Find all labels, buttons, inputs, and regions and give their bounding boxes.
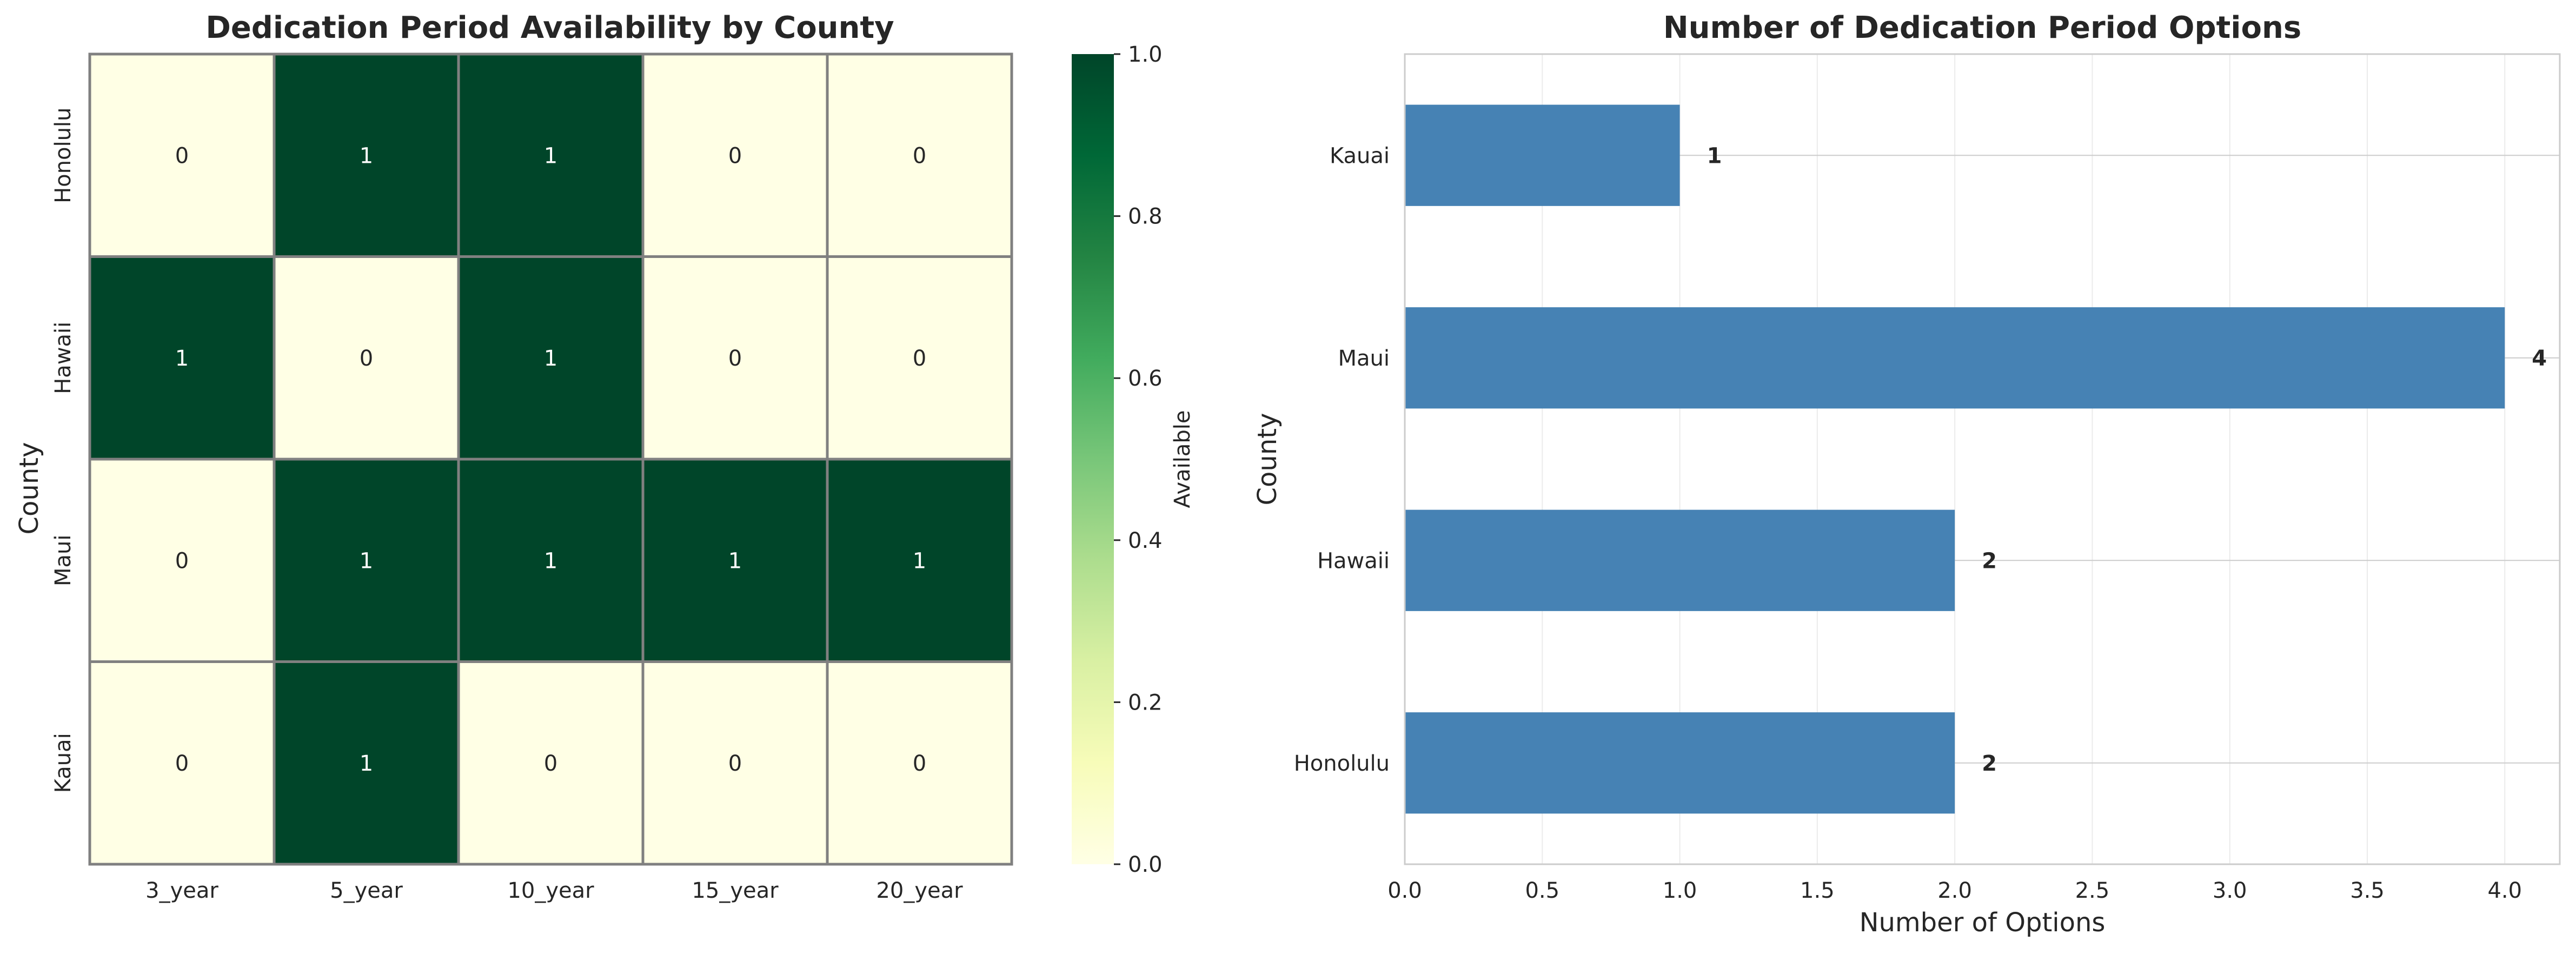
- bar: [1405, 307, 2505, 409]
- colorbar-ticks: 0.0 0.2 0.4 0.6 0.8 1.0: [1114, 42, 1163, 877]
- heatmap-cell: [641, 458, 829, 663]
- heatmap-x-tick-label: 15_year: [692, 878, 779, 903]
- heatmap-y-tick-label: Maui: [51, 535, 76, 587]
- heatmap-cell: [457, 52, 645, 258]
- bar-x-tick-label: 1.0: [1663, 878, 1697, 903]
- heatmap-cell-label: 1: [544, 143, 557, 168]
- heatmap-cell: [457, 255, 645, 461]
- bar-x-tick-label: 3.0: [2213, 878, 2247, 903]
- bar: [1405, 104, 1680, 206]
- heatmap-cell-label: 1: [360, 751, 373, 776]
- bar-y-tick-label: Kauai: [1330, 143, 1390, 168]
- heatmap-cell: [88, 52, 276, 258]
- heatmap-cell-label: 0: [175, 143, 189, 168]
- bar-title: Number of Dedication Period Options: [1663, 10, 2301, 45]
- bar-y-ticks: Honolulu Hawaii Maui Kauai: [1294, 143, 1390, 776]
- heatmap-cell-label: 0: [175, 751, 189, 776]
- heatmap-x-tick-label: 20_year: [876, 878, 963, 903]
- heatmap-cell: [88, 660, 276, 866]
- heatmap-cell-label: 0: [913, 346, 926, 371]
- heatmap-cell-label: 0: [728, 143, 742, 168]
- heatmap-cell: [641, 255, 829, 461]
- heatmap-cell: [826, 660, 1013, 866]
- heatmap-x-tick-label: 3_year: [145, 878, 218, 903]
- heatmap-cell-label: 1: [360, 548, 373, 573]
- heatmap-y-axis-label: County: [14, 442, 44, 535]
- heatmap-cell: [826, 458, 1013, 663]
- bar-x-tick-label: 4.0: [2487, 878, 2522, 903]
- heatmap-cell: [457, 660, 645, 866]
- heatmap-cell-label: 1: [360, 143, 373, 168]
- bar-x-tick-label: 0.5: [1525, 878, 1559, 903]
- heatmap-cell-label: 1: [544, 548, 557, 573]
- heatmap-cell: [273, 52, 460, 258]
- heatmap-cell: [641, 660, 829, 866]
- heatmap-y-ticks: Honolulu Hawaii Maui Kauai: [51, 108, 76, 793]
- bar-x-tick-label: 2.5: [2075, 878, 2110, 903]
- colorbar-tick-label: 0.4: [1128, 528, 1163, 553]
- bar-x-tick-label: 1.5: [1800, 878, 1835, 903]
- heatmap-cell: [273, 255, 460, 461]
- bar-value-label: 2: [1982, 751, 1997, 776]
- colorbar-gradient: [1072, 54, 1114, 864]
- bar-panel: Number of Dedication Period Options 2 2 4 1…: [1252, 10, 2561, 938]
- colorbar-tick-label: 0.8: [1128, 204, 1163, 229]
- colorbar-tick-label: 0.0: [1128, 852, 1163, 877]
- heatmap-cell-label: 1: [175, 346, 189, 371]
- bar-y-axis-label: County: [1252, 413, 1283, 506]
- heatmap-cell-label: 0: [728, 751, 742, 776]
- colorbar-label: Available: [1170, 410, 1195, 508]
- heatmap-cell: [273, 458, 460, 663]
- bar-value-label: 2: [1982, 548, 1997, 573]
- heatmap-cells: 0 1 1 0 0 1 0 1 0 0 0 1 1 1 1 0 1 0 0 0: [88, 52, 1013, 866]
- bar-y-tick-label: Maui: [1338, 346, 1390, 371]
- bar-value-label: 4: [2532, 346, 2547, 371]
- heatmap-y-tick-label: Honolulu: [51, 108, 76, 203]
- heatmap-cell-label: 1: [544, 346, 557, 371]
- heatmap-cell-label: 0: [360, 346, 373, 371]
- colorbar-tick-label: 0.2: [1128, 690, 1163, 715]
- bar-x-tick-label: 2.0: [1937, 878, 1972, 903]
- heatmap-cell-label: 0: [913, 751, 926, 776]
- heatmap-y-tick-label: Hawaii: [51, 322, 76, 394]
- heatmap-x-ticks: 3_year 5_year 10_year 15_year 20_year: [145, 878, 963, 903]
- heatmap-cell-label: 1: [728, 548, 742, 573]
- heatmap-panel: Dedication Period Availability by County…: [14, 10, 1013, 903]
- bar: [1405, 712, 1955, 814]
- colorbar: 0.0 0.2 0.4 0.6 0.8 1.0 Available: [1072, 42, 1195, 877]
- colorbar-tick-label: 1.0: [1128, 42, 1163, 67]
- bar-x-ticks: 0.0 0.5 1.0 1.5 2.0 2.5 3.0 3.5 4.0: [1387, 878, 2522, 903]
- heatmap-cell-label: 0: [175, 548, 189, 573]
- bar-bars: 2 2 4 1: [1405, 104, 2547, 814]
- bar-x-tick-label: 3.5: [2350, 878, 2385, 903]
- bar-plot-frame: [1404, 53, 2561, 865]
- heatmap-y-tick-label: Kauai: [51, 733, 76, 793]
- bar-y-tick-label: Honolulu: [1294, 751, 1390, 776]
- heatmap-cell: [273, 660, 460, 866]
- bar: [1405, 509, 1955, 611]
- heatmap-cell-label: 0: [913, 143, 926, 168]
- heatmap-cell-label: 1: [913, 548, 926, 573]
- heatmap-cell-label: 0: [544, 751, 557, 776]
- bar-y-tick-label: Hawaii: [1317, 548, 1390, 573]
- bar-value-label: 1: [1707, 143, 1722, 168]
- heatmap-x-tick-label: 5_year: [330, 878, 403, 903]
- bar-x-tick-label: 0.0: [1387, 878, 1422, 903]
- heatmap-cell-label: 0: [728, 346, 742, 371]
- heatmap-title: Dedication Period Availability by County: [205, 10, 894, 45]
- heatmap-x-tick-label: 10_year: [507, 878, 594, 903]
- heatmap-cell: [826, 255, 1013, 461]
- bar-x-axis-label: Number of Options: [1860, 907, 2106, 938]
- colorbar-tick-label: 0.6: [1128, 366, 1163, 391]
- heatmap-cell: [457, 458, 645, 663]
